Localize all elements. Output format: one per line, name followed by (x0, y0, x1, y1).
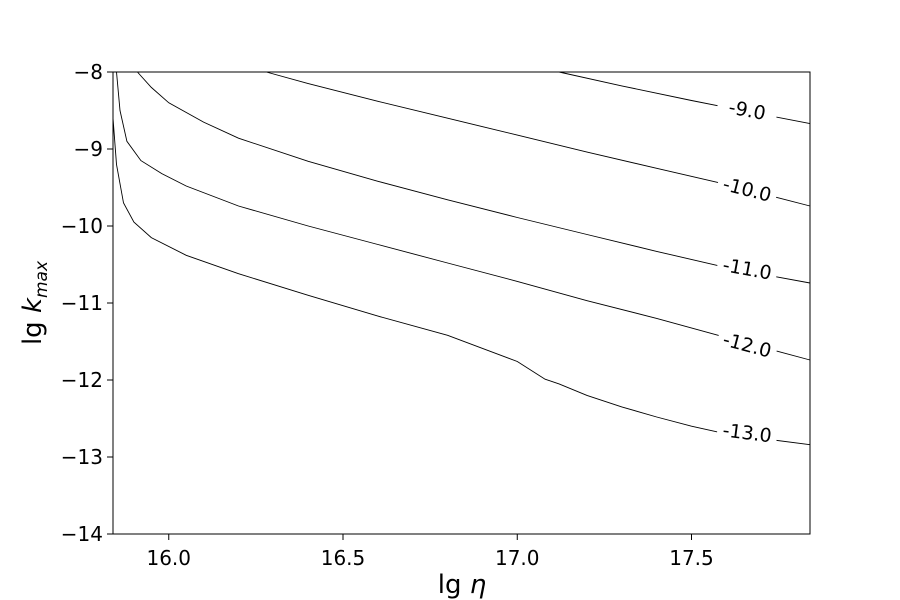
x-axis: 16.0 16.5 17.0 17.5 (146, 534, 714, 570)
y-tick-label: −14 (61, 522, 103, 546)
x-axis-title-symbol: η (470, 570, 486, 600)
y-axis: −8 −9 −10 −11 −12 −13 −14 (61, 60, 113, 546)
contour-level-label: -12.0 (720, 329, 773, 363)
y-tick-label: −10 (61, 214, 103, 238)
y-axis-title-prefix: lg (18, 313, 48, 345)
contour-label-background (715, 325, 780, 364)
contour-line (137, 71, 811, 284)
y-tick-label: −13 (61, 445, 103, 469)
contour-line (116, 71, 811, 361)
contour-label-group: -12.0 (715, 325, 780, 364)
y-axis-title-subscript: max (32, 260, 52, 298)
x-tick-label: 16.5 (321, 546, 366, 570)
y-axis-title-symbol: k (18, 297, 48, 313)
x-axis-title-prefix: lg (438, 570, 470, 600)
contour-label-group: -10.0 (715, 169, 780, 209)
contour-label-background (715, 92, 780, 128)
contour-label-group: -9.0 (715, 92, 780, 128)
y-tick-label: −12 (61, 368, 103, 392)
x-tick-label: 17.5 (669, 546, 714, 570)
contour-label-background (715, 169, 780, 209)
contour-line (266, 71, 811, 207)
contour-label-background (715, 251, 779, 286)
y-tick-label: −11 (61, 291, 103, 315)
contour-label-group: -13.0 (716, 416, 779, 449)
contour-labels: -9.0 -10.0 -11.0 -12.0 -13.0 (715, 92, 780, 449)
y-axis-title: lg kmax (18, 260, 52, 345)
plot-frame (112, 71, 811, 535)
contour-label-group: -11.0 (715, 251, 779, 286)
x-axis-title: lg η (438, 570, 486, 600)
y-tick-label: −9 (74, 137, 103, 161)
contour-lines (112, 71, 811, 446)
x-tick-label: 16.0 (146, 546, 191, 570)
contour-level-label: -10.0 (720, 173, 773, 207)
contour-line (112, 118, 811, 446)
contour-level-label: -11.0 (721, 254, 773, 285)
y-tick-label: −8 (74, 60, 103, 84)
x-tick-label: 17.0 (495, 546, 540, 570)
contour-label-background (716, 416, 779, 449)
